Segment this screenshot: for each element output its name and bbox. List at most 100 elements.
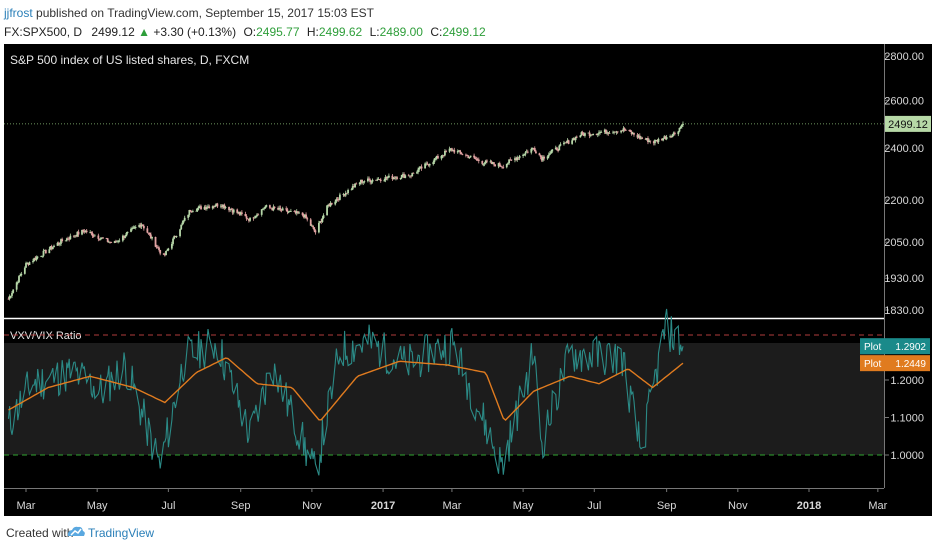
price-candle — [320, 221, 323, 223]
price-candle — [230, 209, 233, 210]
price-candle — [461, 154, 464, 156]
price-candle — [400, 174, 403, 178]
price-candle — [285, 208, 288, 210]
price-candle — [48, 249, 51, 254]
tradingview-logo-icon[interactable] — [66, 524, 86, 540]
price-candle — [330, 202, 333, 205]
price-candle — [23, 267, 26, 274]
price-candle — [418, 167, 421, 170]
price-candle — [287, 211, 290, 213]
price-candle — [554, 147, 557, 150]
price-candle — [271, 208, 274, 211]
price-candle — [123, 235, 125, 238]
price-candle — [615, 131, 618, 133]
tradingview-brand-link[interactable]: TradingView — [88, 526, 155, 540]
price-candle — [489, 161, 492, 163]
price-candle — [434, 158, 437, 160]
price-candle — [174, 236, 177, 238]
price-candle — [466, 155, 468, 156]
price-candle — [673, 132, 676, 135]
price-tick-label: 1830.00 — [884, 305, 924, 317]
price-candle — [656, 139, 659, 142]
price-candle — [167, 248, 170, 251]
price-candle — [510, 159, 513, 161]
time-axis[interactable] — [4, 488, 884, 516]
time-tick-label: May — [87, 500, 108, 512]
price-candle — [72, 235, 75, 237]
price-candle — [288, 211, 291, 212]
price-candle — [515, 158, 518, 160]
price-candle — [65, 238, 68, 241]
publish-info: jjfrost published on TradingView.com, Se… — [4, 6, 374, 20]
change-value: +3.30 (+0.13%) — [153, 25, 237, 39]
price-candle — [132, 227, 135, 229]
price-candle — [85, 230, 88, 233]
price-candle — [249, 217, 251, 221]
price-candle — [657, 138, 660, 142]
price-candle — [343, 194, 346, 196]
price-candle — [440, 155, 443, 159]
price-candle — [107, 241, 110, 243]
price-candle — [109, 241, 111, 243]
price-candle — [623, 128, 626, 130]
price-pane-background[interactable] — [4, 44, 884, 318]
price-candle — [378, 178, 381, 180]
price-candle — [190, 211, 193, 212]
price-candle — [216, 203, 219, 207]
price-candle — [419, 166, 422, 168]
price-candle — [166, 250, 169, 251]
price-candle — [678, 127, 681, 132]
price-candle — [411, 172, 414, 177]
price-candle — [612, 132, 614, 134]
price-candle — [245, 216, 248, 219]
price-candle — [295, 211, 298, 214]
price-candle — [256, 214, 258, 217]
price-candle — [34, 258, 37, 260]
last-price-value: 2499.12 — [91, 25, 135, 39]
price-candle — [219, 205, 222, 207]
author-link[interactable]: jjfrost — [4, 6, 33, 20]
price-candle — [595, 133, 598, 135]
price-candle — [469, 155, 472, 158]
price-candle — [172, 238, 174, 244]
price-candle — [187, 214, 190, 218]
price-tick-label: 2050.00 — [884, 237, 924, 249]
price-candle — [317, 222, 320, 233]
price-candle — [654, 140, 656, 144]
price-candle — [644, 138, 647, 140]
time-tick-label: Nov — [728, 500, 748, 512]
chart-area[interactable]: S&P 500 index of US listed shares, D, FX… — [0, 44, 932, 516]
price-candle — [592, 133, 595, 136]
price-candle — [188, 210, 191, 215]
footer: Created with TradingView — [0, 516, 932, 550]
price-candle — [279, 207, 282, 210]
price-candle — [309, 219, 312, 226]
price-candle — [509, 159, 512, 161]
symbol-label[interactable]: FX:SPX500, D — [4, 25, 83, 39]
price-candle — [502, 166, 505, 168]
price-candle — [92, 236, 95, 237]
price-candle — [645, 138, 648, 140]
price-candle — [551, 149, 554, 152]
price-candle — [425, 163, 428, 165]
price-candle — [474, 157, 477, 159]
time-tick-label: 2018 — [797, 500, 821, 512]
price-chart-title: S&P 500 index of US listed shares, D, FX… — [10, 53, 249, 67]
price-candle — [322, 215, 325, 219]
price-candle — [134, 227, 137, 228]
time-tick-label: Sep — [231, 500, 251, 512]
price-candle — [50, 246, 53, 250]
price-candle — [571, 140, 574, 144]
price-candle — [286, 209, 289, 213]
price-candle — [339, 194, 341, 200]
price-candle — [526, 151, 529, 153]
price-candle — [531, 147, 534, 149]
price-candle — [614, 131, 617, 133]
price-candle — [232, 209, 235, 213]
price-candle — [375, 179, 377, 181]
price-candle — [83, 231, 86, 233]
price-candle — [110, 242, 113, 243]
price-candle — [393, 177, 396, 179]
price-candle — [75, 235, 78, 237]
price-candle — [596, 133, 599, 135]
